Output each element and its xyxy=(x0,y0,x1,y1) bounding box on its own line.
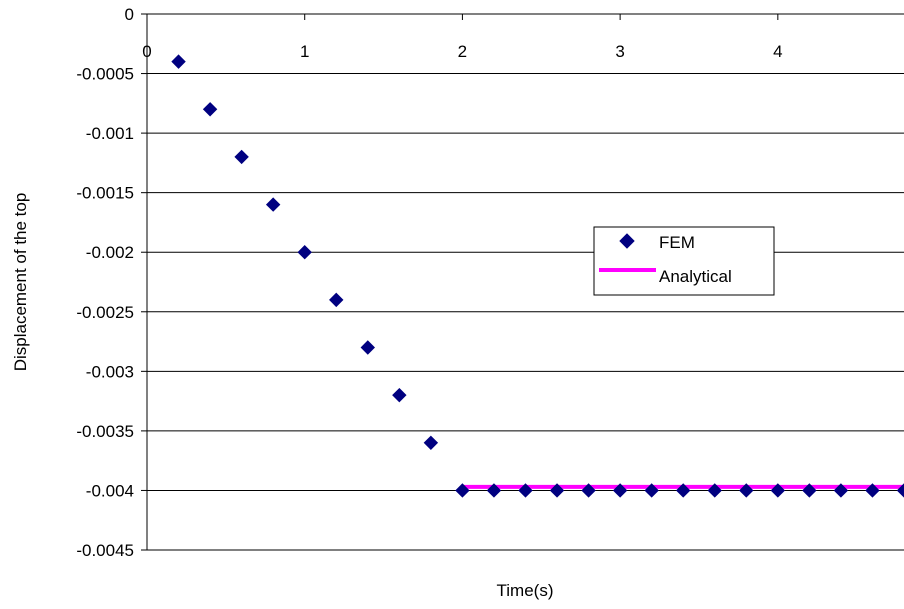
legend: FEM Analytical xyxy=(593,226,775,296)
fem-point xyxy=(739,483,754,498)
fem-point xyxy=(581,483,596,498)
fem-point xyxy=(549,483,565,498)
fem-point xyxy=(676,483,691,498)
y-tick-label: -0.003 xyxy=(86,362,134,381)
fem-point xyxy=(802,483,817,498)
fem-point xyxy=(392,387,407,403)
fem-point xyxy=(202,102,218,117)
x-tick-label: 3 xyxy=(615,42,624,61)
legend-label-fem: FEM xyxy=(659,233,695,252)
fem-point xyxy=(644,483,659,498)
fem-point xyxy=(770,483,786,498)
x-axis-label: Time(s) xyxy=(497,581,554,600)
fem-point xyxy=(612,483,628,498)
y-tick-label: 0 xyxy=(125,5,134,24)
x-tick-label: 1 xyxy=(300,42,309,61)
y-tick-label: -0.0025 xyxy=(76,303,134,322)
y-tick-label: -0.002 xyxy=(86,243,134,262)
fem-point xyxy=(171,54,186,69)
gridlines xyxy=(147,73,904,551)
fem-point xyxy=(360,340,375,355)
fem-point xyxy=(707,483,722,498)
y-tick-label: -0.0035 xyxy=(76,422,134,441)
fem-point xyxy=(329,292,344,308)
y-tick-label: -0.0005 xyxy=(76,65,134,84)
x-tick-label: 2 xyxy=(458,42,467,61)
fem-point xyxy=(455,483,470,498)
y-tick-label: -0.0015 xyxy=(76,184,134,203)
legend-label-analytical: Analytical xyxy=(659,267,732,286)
fem-point xyxy=(833,483,849,498)
fem-point xyxy=(486,483,502,498)
fem-point xyxy=(896,483,904,498)
plot-area-series xyxy=(171,54,904,498)
fem-point xyxy=(518,483,533,498)
fem-point xyxy=(265,197,281,212)
y-tick-label: -0.001 xyxy=(86,124,134,143)
axes xyxy=(146,13,904,550)
y-axis-label: Displacement of the top xyxy=(11,193,30,372)
x-tick-label: 4 xyxy=(773,42,782,61)
y-tick-label: -0.004 xyxy=(86,481,134,500)
fem-point xyxy=(234,149,249,165)
y-tick-label: -0.0045 xyxy=(76,541,134,560)
fem-point xyxy=(297,245,312,260)
y-axis-ticks: 0 -0.0005 -0.001 -0.0015 -0.002 -0.0025 -0.003… xyxy=(76,5,147,560)
fem-point xyxy=(865,483,880,498)
legend-marker-fem xyxy=(619,233,635,249)
fem-point xyxy=(423,435,439,451)
